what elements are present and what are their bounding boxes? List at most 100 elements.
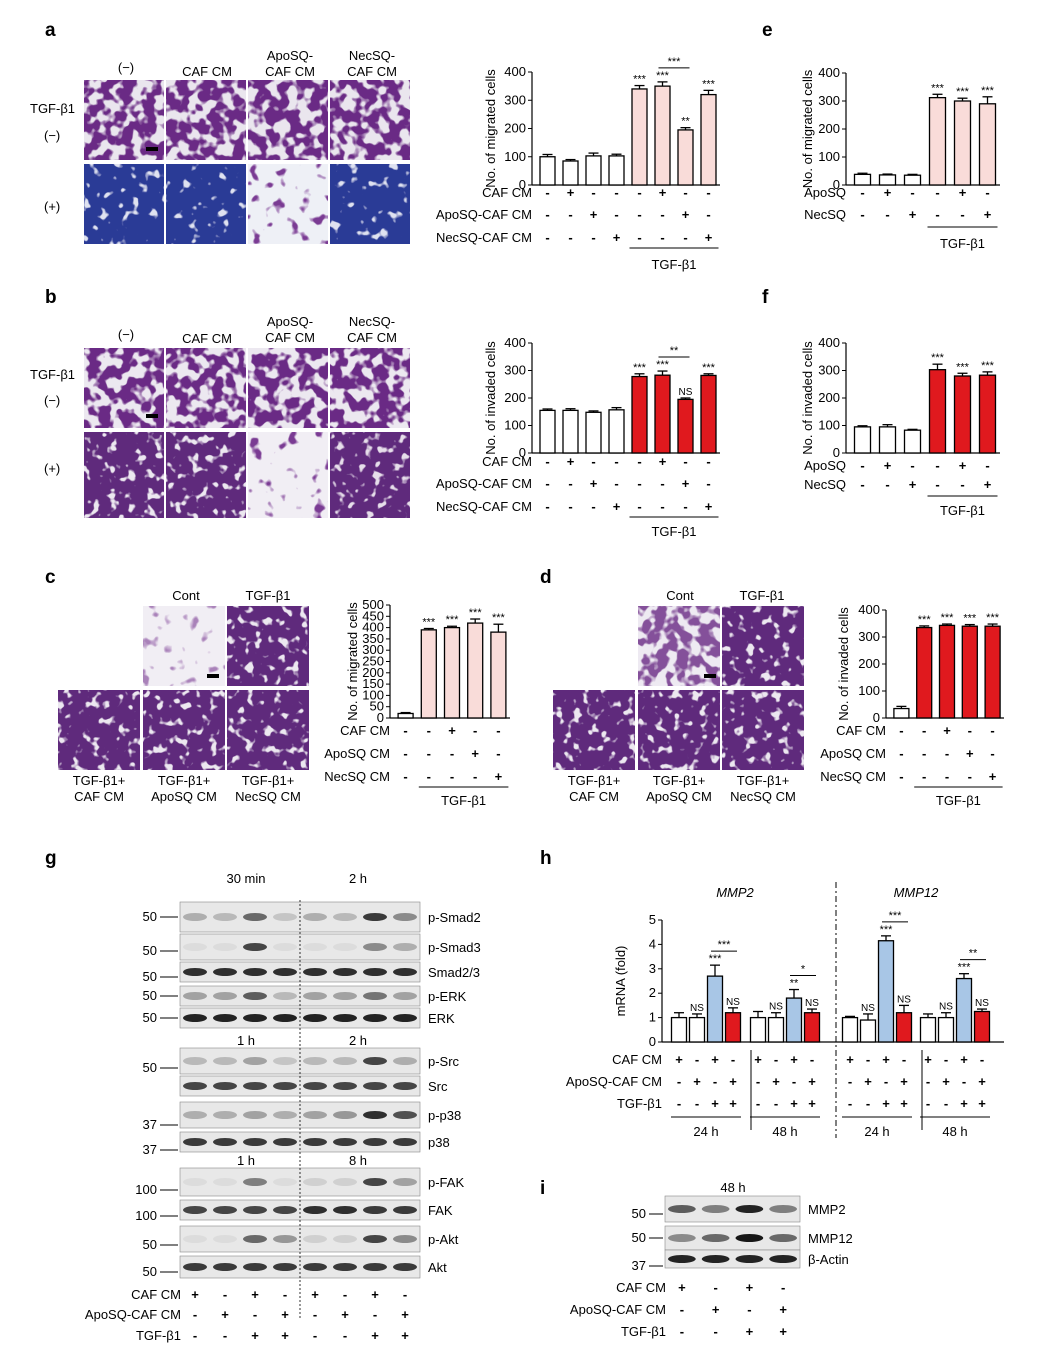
y-tick-label-d: 400 bbox=[858, 602, 880, 617]
blot-g-mark-0-3: - bbox=[283, 1287, 287, 1302]
micrograph-b-neg-nec bbox=[330, 348, 410, 428]
y-tick-label-h: 1 bbox=[649, 1010, 656, 1025]
band-Smad2/3-6 bbox=[363, 968, 387, 976]
row-mark-e-1-5: + bbox=[984, 207, 992, 222]
blot-g-row-label-1: ApoSQ-CAF CM bbox=[85, 1307, 181, 1322]
blot-i-mark-1-2: - bbox=[747, 1302, 751, 1317]
row-mark-b-0-4: - bbox=[637, 454, 641, 469]
row-mark-c-1-2: - bbox=[450, 746, 454, 761]
row-mark-h-0-7: - bbox=[810, 1052, 814, 1067]
row-mark-h-2-14: + bbox=[960, 1096, 968, 1111]
panel-label-d: d bbox=[540, 567, 552, 588]
row-label-h-0: CAF CM bbox=[612, 1052, 662, 1067]
micrograph-c-caf bbox=[58, 690, 140, 770]
bar-c-1 bbox=[420, 629, 437, 719]
panel-label-f: f bbox=[762, 287, 769, 308]
bar-a-1 bbox=[562, 160, 579, 186]
row-mark-d-0-0: - bbox=[899, 723, 903, 738]
bar-b-3 bbox=[608, 409, 625, 454]
band-Akt-2 bbox=[243, 1263, 267, 1271]
band-p-Smad3-5 bbox=[333, 943, 357, 951]
band-p-Akt-6 bbox=[363, 1235, 387, 1243]
band-Akt-1 bbox=[213, 1263, 237, 1271]
bar-h-13 bbox=[937, 1016, 955, 1043]
tgf-label-a: TGF-β1 bbox=[30, 101, 75, 116]
row-mark-c-2-0: - bbox=[403, 769, 407, 784]
row-label-e-1: NecSQ bbox=[804, 207, 846, 222]
bar-h-10 bbox=[877, 940, 895, 1043]
bar-d-0 bbox=[893, 707, 910, 719]
sig-label-h-11: NS bbox=[897, 994, 911, 1005]
row-mark-b-0-7: - bbox=[706, 454, 710, 469]
blot-g-row-label-0: CAF CM bbox=[131, 1287, 181, 1302]
bar-h-11 bbox=[895, 1012, 913, 1043]
bar-h-1 bbox=[688, 1016, 706, 1043]
group-label-f: TGF-β1 bbox=[940, 503, 985, 518]
bar-e-0 bbox=[853, 173, 872, 186]
band-p-Src-0 bbox=[183, 1057, 207, 1065]
bar-a-2 bbox=[585, 155, 602, 186]
row-mark-h-0-5: - bbox=[774, 1052, 778, 1067]
blot-g-mark-2-6: + bbox=[371, 1328, 379, 1343]
row-label-a-neg: (−) bbox=[44, 128, 60, 143]
protein-label-11: p-Akt bbox=[428, 1232, 459, 1247]
y-tick-label-c: 350 bbox=[362, 631, 384, 646]
row-mark-h-2-10: + bbox=[882, 1096, 890, 1111]
row-mark-c-0-0: - bbox=[403, 723, 407, 738]
row-mark-a-2-5: - bbox=[660, 230, 664, 245]
band-p-Akt-3 bbox=[273, 1235, 297, 1243]
bar-h-9 bbox=[859, 1019, 877, 1043]
chart-d: 0 100 200 300 400 No. of invaded cells *** *** *… bbox=[820, 602, 1004, 808]
gene-title-mmp2: MMP2 bbox=[716, 885, 754, 900]
mw-label-9: 100 bbox=[135, 1208, 157, 1223]
row-mark-h-1-1: + bbox=[693, 1074, 701, 1089]
sig-label-h-5: NS bbox=[769, 1002, 783, 1013]
y-tick-label-c: 0 bbox=[377, 710, 384, 725]
row-mark-b-2-1: - bbox=[568, 499, 572, 514]
bar-e-4 bbox=[953, 100, 972, 186]
protein-label-9: p-FAK bbox=[428, 1175, 464, 1190]
y-axis-label-f: No. of invaded cells bbox=[800, 341, 815, 455]
band-p38-3 bbox=[273, 1138, 297, 1146]
y-tick-label-f: 300 bbox=[818, 363, 840, 378]
row-mark-c-1-0: - bbox=[403, 746, 407, 761]
blot-i-mark-0-3: - bbox=[781, 1280, 785, 1295]
blot-time-label-5: 8 h bbox=[349, 1153, 367, 1168]
bar-h-12 bbox=[919, 1016, 937, 1043]
band-Akt-7 bbox=[393, 1263, 417, 1271]
blot-time-label-3: 2 h bbox=[349, 1033, 367, 1048]
c-label-nec: TGF-β1+ NecSQ CM bbox=[235, 773, 301, 804]
bar-h-8 bbox=[841, 1016, 859, 1043]
row-mark-f-0-3: - bbox=[935, 458, 939, 473]
bar-f-1 bbox=[878, 426, 897, 454]
col-header-necsq: NecSQ-CAF CM bbox=[347, 48, 397, 79]
blot-i-protein-0: MMP2 bbox=[808, 1202, 846, 1217]
col-header-aposq: ApoSQ-CAF CM bbox=[265, 48, 315, 79]
band-p-ERK-1 bbox=[213, 992, 237, 1000]
row-mark-f-0-4: + bbox=[959, 458, 967, 473]
row-label-b-neg: (−) bbox=[44, 393, 60, 408]
bracket-label-b-0: ** bbox=[670, 345, 679, 357]
band-FAK-5 bbox=[333, 1206, 357, 1214]
row-mark-d-0-2: + bbox=[943, 723, 951, 738]
y-tick-label-c: 400 bbox=[362, 620, 384, 635]
micrograph-b-pos-neg bbox=[84, 432, 164, 518]
band-p38-7 bbox=[393, 1138, 417, 1146]
row-mark-a-1-3: - bbox=[614, 207, 618, 222]
band-Smad2/3-4 bbox=[303, 968, 327, 976]
group-label-e: TGF-β1 bbox=[940, 236, 985, 251]
row-mark-h-1-14: - bbox=[962, 1074, 966, 1089]
band-FAK-7 bbox=[393, 1206, 417, 1214]
band-FAK-1 bbox=[213, 1206, 237, 1214]
blot-i-mark-1-3: + bbox=[779, 1302, 787, 1317]
scale-bar-d bbox=[704, 674, 716, 678]
row-mark-a-1-5: - bbox=[660, 207, 664, 222]
row-mark-a-0-6: - bbox=[683, 185, 687, 200]
group-label-a: TGF-β1 bbox=[651, 257, 696, 272]
blot-i-row-label-2: TGF-β1 bbox=[621, 1324, 666, 1339]
bar-b-6 bbox=[677, 398, 694, 454]
